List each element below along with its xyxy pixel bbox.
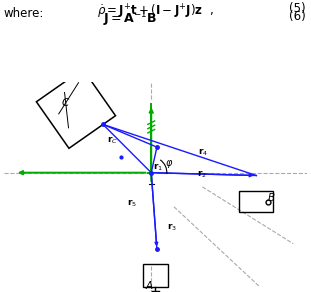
Text: C: C	[62, 98, 69, 108]
Text: $\mathbf{r}_5$: $\mathbf{r}_5$	[127, 197, 137, 209]
Text: B: B	[268, 193, 275, 203]
Text: (5): (5)	[289, 2, 306, 15]
Bar	[143, 264, 168, 287]
Text: $\varphi$: $\varphi$	[165, 158, 174, 170]
Text: $\mathbf{r}_3$: $\mathbf{r}_3$	[167, 222, 177, 233]
Text: $\mathbf{r}_2$: $\mathbf{r}_2$	[197, 169, 207, 180]
Text: $\dot{\rho} = \mathbf{J}^{+}\mathbf{t}  +(\mathbf{I}-\mathbf{J}^{+}\mathbf{J})\m: $\dot{\rho} = \mathbf{J}^{+}\mathbf{t} +…	[97, 2, 214, 21]
Text: $\mathbf{J} = \mathbf{A}^{-1}\mathbf{B}$: $\mathbf{J} = \mathbf{A}^{-1}\mathbf{B}$	[104, 10, 158, 29]
Text: where:: where:	[3, 6, 44, 20]
Text: A: A	[146, 281, 153, 291]
Text: (6): (6)	[289, 10, 306, 23]
Text: $\mathbf{r}_4$: $\mathbf{r}_4$	[198, 146, 208, 158]
Bar	[239, 191, 273, 213]
Text: $\mathbf{r}_1$: $\mathbf{r}_1$	[153, 162, 163, 173]
Text: $\mathbf{r}_C$: $\mathbf{r}_C$	[107, 135, 118, 146]
